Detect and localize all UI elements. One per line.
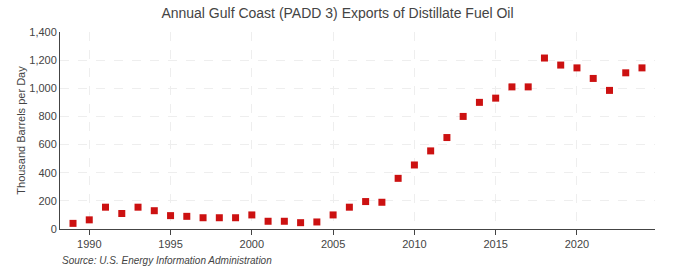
svg-text:Thousand Barrels per Day: Thousand Barrels per Day (15, 66, 27, 195)
svg-text:2005: 2005 (321, 238, 345, 250)
svg-text:2015: 2015 (483, 238, 507, 250)
svg-text:800: 800 (38, 110, 56, 122)
svg-text:2020: 2020 (565, 238, 589, 250)
svg-text:600: 600 (38, 138, 56, 150)
svg-text:Annual Gulf Coast (PADD 3) Exp: Annual Gulf Coast (PADD 3) Exports of Di… (161, 5, 513, 21)
svg-text:1,200: 1,200 (29, 54, 57, 66)
svg-text:1995: 1995 (158, 238, 182, 250)
svg-text:2000: 2000 (240, 238, 264, 250)
svg-text:0: 0 (51, 223, 57, 235)
svg-text:200: 200 (38, 195, 56, 207)
svg-text:Source: U.S. Energy Informatio: Source: U.S. Energy Information Administ… (62, 255, 272, 266)
svg-text:1990: 1990 (77, 238, 101, 250)
svg-text:1,000: 1,000 (29, 82, 57, 94)
svg-text:400: 400 (38, 167, 56, 179)
svg-text:1,400: 1,400 (29, 26, 57, 38)
svg-text:2010: 2010 (402, 238, 426, 250)
